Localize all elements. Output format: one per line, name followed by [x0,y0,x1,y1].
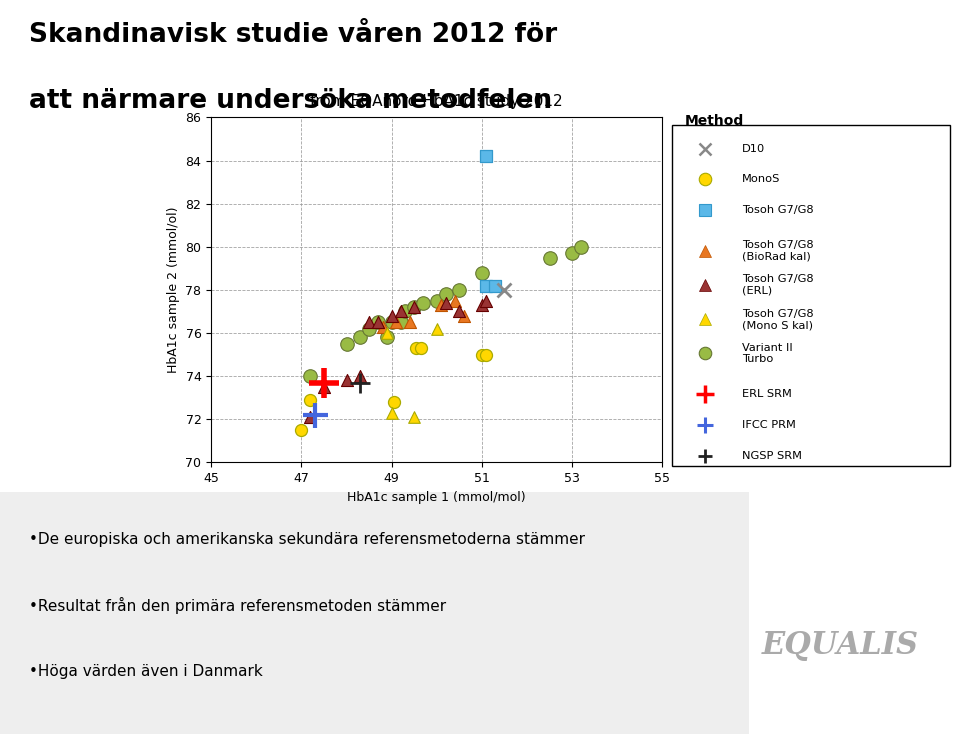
Point [407,302,422,313]
Title: from EQAnord HbA1c study 2012: from EQAnord HbA1c study 2012 [310,95,564,109]
Point [384,407,399,418]
Point [317,381,332,393]
Point [386,396,401,408]
Point [414,342,429,354]
Text: D10: D10 [741,144,765,153]
Point [302,394,318,406]
Point [407,411,422,423]
Point [434,299,449,311]
Point [362,323,377,335]
Text: Skandinavisk studie våren 2012 för: Skandinavisk studie våren 2012 för [29,22,557,48]
Point [352,332,368,344]
Point [416,297,431,309]
Point [393,316,408,328]
Text: Tosoh G7/G8
(ERL): Tosoh G7/G8 (ERL) [741,275,813,296]
Point [393,305,408,317]
Text: att närmare undersöka metodfelen: att närmare undersöka metodfelen [29,88,552,114]
Point [438,297,453,309]
Text: EQUALIS: EQUALIS [761,631,919,661]
Point [564,247,580,259]
Text: IFCC PRM: IFCC PRM [741,420,796,430]
Point [302,411,318,423]
Text: •Höga värden även i Danmark: •Höga värden även i Danmark [29,664,262,679]
Text: Tosoh G7/G8
(Mono S kal): Tosoh G7/G8 (Mono S kal) [741,308,813,330]
Point [456,310,471,321]
Point [379,327,395,339]
Point [452,284,468,296]
Point [479,150,494,162]
Text: Method: Method [684,114,744,128]
Point [397,305,413,317]
Point [371,316,386,328]
Point [339,338,354,349]
Point [302,371,318,382]
Point [362,316,377,328]
Point [479,349,494,360]
Point [474,299,490,311]
Point [339,374,354,386]
Text: ERL SRM: ERL SRM [741,390,791,399]
Point [542,252,558,264]
Point [474,267,490,279]
Point [294,424,309,436]
Text: Tosoh G7/G8
(BioRad kal): Tosoh G7/G8 (BioRad kal) [741,240,813,262]
Point [452,305,468,317]
Point [488,280,503,291]
Point [407,302,422,313]
Text: Variant II
Turbo: Variant II Turbo [741,343,792,364]
Point [573,241,588,252]
Point [447,295,463,307]
Point [384,316,399,328]
Point [375,321,391,333]
Point [352,371,368,382]
Point [379,332,395,344]
Point [371,316,386,328]
Point [438,288,453,300]
X-axis label: HbA1c sample 1 (mmol/mol): HbA1c sample 1 (mmol/mol) [348,491,526,504]
Text: NGSP SRM: NGSP SRM [741,451,802,461]
Y-axis label: HbA1c sample 2 (mmol/ol): HbA1c sample 2 (mmol/ol) [167,207,180,373]
Text: •Resultat från den primära referensmetoden stämmer: •Resultat från den primära referensmetod… [29,597,446,614]
Point [429,323,444,335]
Text: Tosoh G7/G8: Tosoh G7/G8 [741,205,813,215]
Text: MonoS: MonoS [741,175,780,184]
Text: •De europiska och amerikanska sekundära referensmetoderna stämmer: •De europiska och amerikanska sekundära … [29,532,585,547]
Point [402,316,418,328]
Point [429,295,444,307]
Point [409,342,424,354]
Point [479,280,494,291]
Point [389,316,404,328]
Point [474,349,490,360]
Point [479,295,494,307]
Point [384,310,399,321]
